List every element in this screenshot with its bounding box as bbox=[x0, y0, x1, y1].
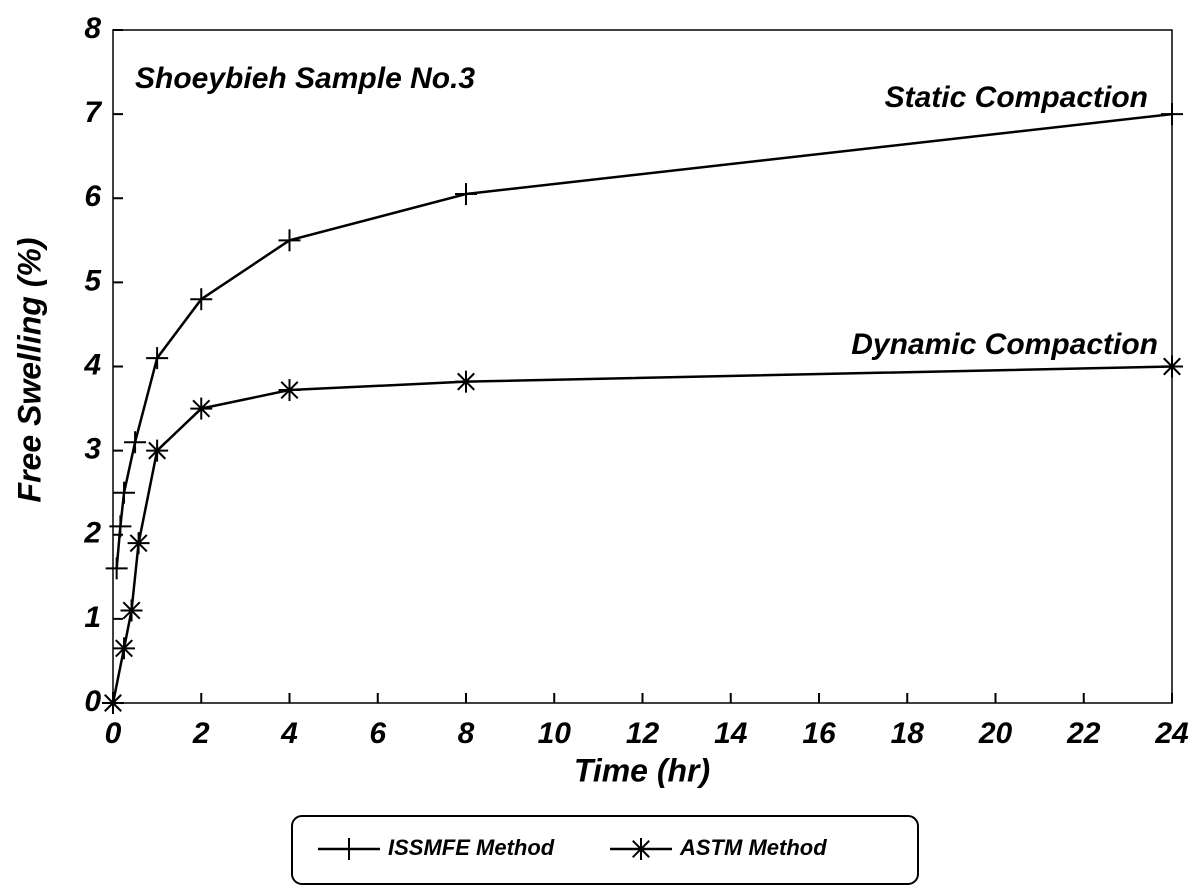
marker-stroke bbox=[122, 601, 141, 620]
y-tick-label: 3 bbox=[84, 433, 101, 466]
marker bbox=[113, 481, 136, 504]
x-tick-label: 4 bbox=[280, 717, 298, 750]
x-tick-label: 0 bbox=[105, 717, 122, 750]
x-tick-label: 22 bbox=[1066, 717, 1101, 750]
y-axis-label: Free Swelling (%) bbox=[11, 238, 47, 503]
y-tick-label: 0 bbox=[84, 685, 101, 718]
marker bbox=[630, 838, 652, 860]
marker bbox=[109, 515, 132, 538]
marker-stroke bbox=[104, 694, 122, 712]
y-tick-label: 7 bbox=[84, 96, 102, 129]
legend-box bbox=[291, 815, 919, 885]
marker bbox=[278, 379, 301, 402]
marker bbox=[338, 838, 360, 860]
x-tick-label: 14 bbox=[714, 717, 748, 750]
marker-stroke bbox=[457, 372, 475, 391]
marker bbox=[455, 183, 477, 206]
marker bbox=[124, 431, 147, 454]
x-tick-label: 10 bbox=[538, 717, 572, 750]
marker bbox=[190, 397, 213, 420]
marker-stroke bbox=[192, 399, 211, 418]
marker bbox=[105, 557, 128, 580]
marker bbox=[190, 288, 213, 311]
y-tick-label: 2 bbox=[83, 517, 101, 550]
x-axis-label: Time (hr) bbox=[574, 752, 710, 788]
marker bbox=[455, 370, 477, 393]
x-tick-label: 12 bbox=[626, 717, 660, 750]
marker-stroke bbox=[1163, 357, 1181, 376]
marker-stroke bbox=[115, 639, 133, 658]
marker bbox=[278, 229, 301, 252]
marker bbox=[102, 692, 124, 714]
marker-stroke bbox=[129, 534, 148, 553]
x-tick-label: 20 bbox=[978, 717, 1013, 750]
marker bbox=[113, 637, 136, 660]
x-tick-label: 18 bbox=[891, 717, 925, 750]
marker bbox=[146, 347, 169, 370]
x-tick-label: 2 bbox=[192, 717, 210, 750]
y-tick-label: 5 bbox=[84, 264, 102, 297]
marker bbox=[146, 439, 169, 462]
annotation: Static Compaction bbox=[885, 81, 1148, 114]
marker bbox=[1161, 103, 1183, 126]
legend-label: ASTM Method bbox=[679, 835, 827, 860]
annotation: Dynamic Compaction bbox=[851, 328, 1158, 361]
chart-title: Shoeybieh Sample No.3 bbox=[135, 62, 475, 95]
y-tick-label: 1 bbox=[84, 601, 101, 634]
marker-stroke bbox=[148, 441, 167, 460]
y-tick-label: 8 bbox=[84, 12, 101, 45]
x-tick-label: 8 bbox=[458, 717, 475, 750]
x-tick-label: 16 bbox=[802, 717, 836, 750]
x-tick-label: 6 bbox=[369, 717, 386, 750]
y-tick-label: 6 bbox=[84, 180, 101, 213]
marker-stroke bbox=[632, 840, 650, 858]
x-tick-label: 24 bbox=[1154, 717, 1189, 750]
series-line bbox=[111, 365, 1173, 704]
marker bbox=[1161, 355, 1183, 378]
marker-stroke bbox=[280, 381, 299, 400]
marker bbox=[127, 532, 150, 555]
y-tick-label: 4 bbox=[83, 348, 101, 381]
legend-label: ISSMFE Method bbox=[388, 835, 555, 860]
marker bbox=[120, 599, 143, 622]
